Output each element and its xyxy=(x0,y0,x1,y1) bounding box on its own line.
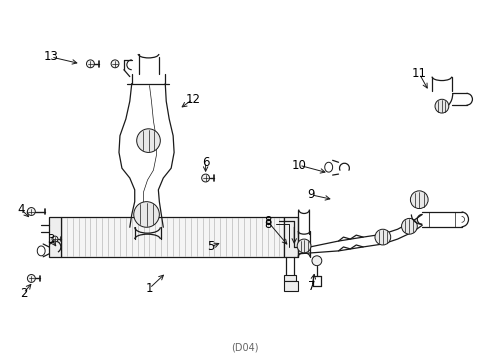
Bar xyxy=(49,217,61,257)
Circle shape xyxy=(111,60,119,68)
Circle shape xyxy=(86,60,95,68)
Bar xyxy=(284,275,296,282)
Text: 8: 8 xyxy=(264,218,271,231)
Text: 9: 9 xyxy=(307,188,315,201)
Text: 6: 6 xyxy=(202,156,209,169)
Text: 5: 5 xyxy=(207,240,214,253)
Text: 10: 10 xyxy=(292,159,307,172)
Text: 2: 2 xyxy=(20,287,27,300)
Circle shape xyxy=(401,219,417,234)
Bar xyxy=(284,282,298,291)
Text: 3: 3 xyxy=(48,233,55,246)
Circle shape xyxy=(297,239,311,253)
Text: 4: 4 xyxy=(18,203,25,216)
Text: 7: 7 xyxy=(308,280,316,293)
Circle shape xyxy=(27,275,35,282)
Circle shape xyxy=(435,99,449,113)
Polygon shape xyxy=(61,217,284,257)
Circle shape xyxy=(312,256,322,266)
Circle shape xyxy=(52,236,58,242)
Circle shape xyxy=(411,191,428,208)
Circle shape xyxy=(202,174,210,182)
Bar xyxy=(284,217,298,257)
Text: 1: 1 xyxy=(146,282,153,295)
Text: (D04): (D04) xyxy=(231,342,259,352)
Text: 8: 8 xyxy=(264,215,271,228)
Text: 12: 12 xyxy=(185,93,200,106)
Circle shape xyxy=(375,229,391,245)
Text: 13: 13 xyxy=(44,50,58,63)
Circle shape xyxy=(137,129,160,152)
Text: 11: 11 xyxy=(412,67,427,80)
Circle shape xyxy=(27,208,35,215)
Circle shape xyxy=(134,202,159,227)
